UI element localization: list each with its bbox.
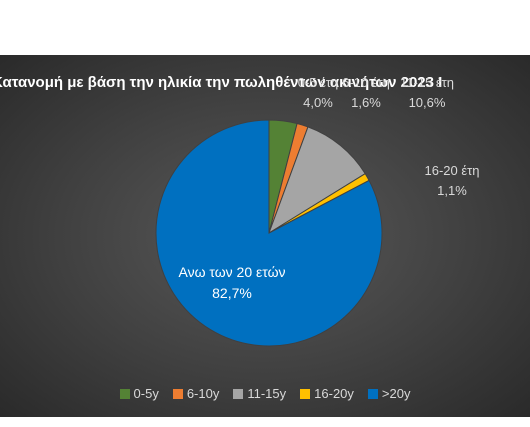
legend-label: >20y <box>381 386 411 401</box>
legend-label: 0-5y <box>133 386 159 401</box>
legend-item: 0-5y <box>119 386 159 401</box>
pie-chart: 0-5 έτη 4,0% 6-10 έτη 1,6% 11-15 έτη 10,6% 16-… <box>155 75 480 347</box>
legend-item: 6-10y <box>172 386 220 401</box>
slice-value-label: 1,6% <box>351 95 381 110</box>
legend-label: 16-20y <box>314 386 354 401</box>
slice-value-label: 1,1% <box>437 183 467 198</box>
slice-value-label: 10,6% <box>409 95 446 110</box>
legend-item: 16-20y <box>300 386 354 401</box>
legend-swatch <box>172 388 183 399</box>
legend: 0-5y 6-10y 11-15y 16-20y >20y <box>0 386 530 401</box>
slice-name-label: 16-20 έτη <box>424 163 479 178</box>
legend-swatch <box>367 388 378 399</box>
slice-name-label: 6-10 έτη <box>342 75 390 90</box>
legend-swatch <box>233 388 244 399</box>
slice-name-label: Ανω των 20 ετών <box>178 264 285 280</box>
legend-swatch <box>119 388 130 399</box>
legend-swatch <box>300 388 311 399</box>
chart-area: Κατανομή με βάση την ηλικία την πωληθέντ… <box>0 55 530 417</box>
legend-label: 6-10y <box>186 386 220 401</box>
slice-name-label: 11-15 έτη <box>400 75 454 90</box>
pie-slice-11-15y <box>268 126 366 235</box>
legend-item: 11-15y <box>233 386 286 401</box>
legend-item: >20y <box>367 386 411 401</box>
pie-labels: 0-5 έτη 4,0% 6-10 έτη 1,6% 11-15 έτη 10,6% 16-… <box>178 75 479 301</box>
pie-slice->20y <box>155 119 383 347</box>
chart-title: Κατανομή με βάση την ηλικία την πωληθέντ… <box>0 74 443 91</box>
slice-value-label: 4,0% <box>303 95 333 110</box>
legend-label: 11-15y <box>247 386 287 401</box>
pie-slices <box>155 119 383 347</box>
slice-value-label: 82,7% <box>212 285 252 301</box>
slice-name-label: 0-5 έτη <box>298 75 339 90</box>
